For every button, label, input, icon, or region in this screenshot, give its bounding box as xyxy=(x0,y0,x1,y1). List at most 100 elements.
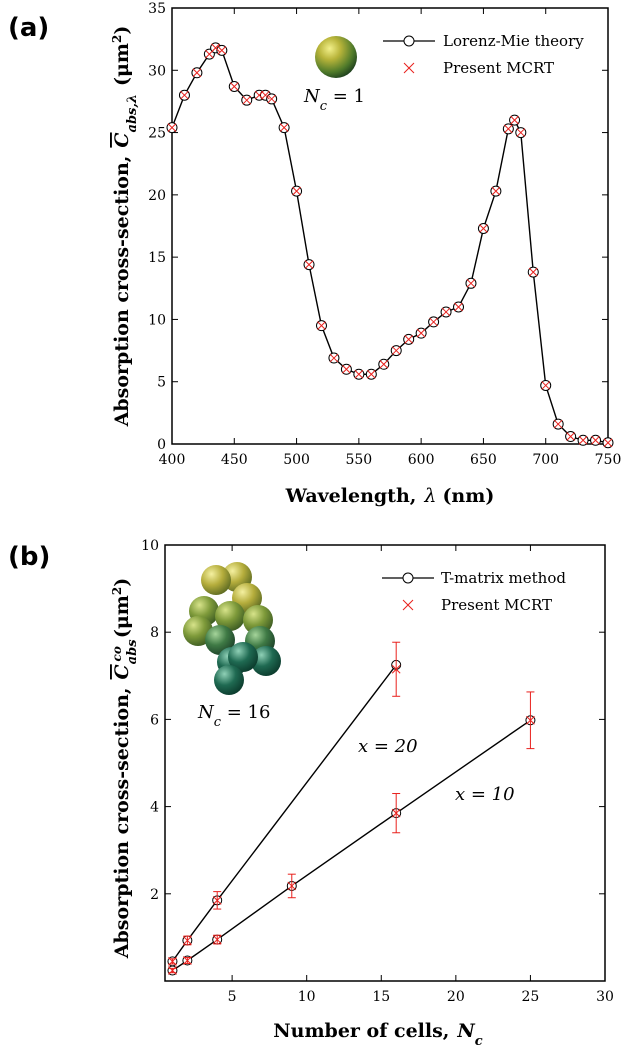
data-point-cross xyxy=(183,936,192,945)
data-point-cross xyxy=(167,123,177,132)
panel-b-x-axis-title: Number of cells, Nc xyxy=(273,1020,483,1049)
data-point-cross xyxy=(261,90,270,100)
data-point-cross xyxy=(212,935,222,944)
data-point-cross xyxy=(192,68,202,78)
y-tick-label: 10 xyxy=(141,538,159,554)
data-point-cross xyxy=(591,435,600,445)
series-line xyxy=(172,719,531,972)
y-tick-label: 10 xyxy=(148,312,166,328)
y-tick-label: 0 xyxy=(157,437,166,453)
data-point-cross xyxy=(168,966,177,975)
panel-b: (b) 5 10 15 20 25 30 2 4 6 8 10 Number of cells, N… xyxy=(8,538,614,1049)
annotation-x-10: x = 10 xyxy=(455,784,515,805)
panel-a-plot-frame xyxy=(171,7,609,445)
y-tick-label: 25 xyxy=(148,126,166,142)
panel-a: (a) 400 450 500 550 600 650 700 750 0 5 10 15 20 25 3… xyxy=(8,1,621,507)
panel-b-legend: T-matrix method Present MCRT xyxy=(382,569,566,614)
y-tick-label: 20 xyxy=(148,188,166,204)
panel-a-nc-annotation: Nc = 1 xyxy=(303,86,365,114)
panel-a-data xyxy=(166,42,614,449)
data-point-cross xyxy=(528,267,538,277)
legend-circle-marker xyxy=(402,572,414,584)
data-point-cross xyxy=(183,956,192,965)
data-point-cross xyxy=(267,94,277,104)
x-tick-label: 700 xyxy=(532,452,559,468)
legend-label-lorenz-mie: Lorenz-Mie theory xyxy=(443,32,584,50)
x-tick-label: 10 xyxy=(298,989,316,1005)
x-tick-label: 750 xyxy=(595,452,622,468)
data-point-cross xyxy=(391,664,401,674)
x-tick-label: 550 xyxy=(345,452,372,468)
x-tick-label: 15 xyxy=(372,989,390,1005)
data-point-cross xyxy=(366,369,376,379)
data-point-cross xyxy=(566,432,575,441)
x-tick-label: 25 xyxy=(522,989,540,1005)
panel-b-data xyxy=(167,641,536,976)
green-sphere-icon xyxy=(315,36,357,78)
data-point-cross xyxy=(168,957,177,966)
x-tick-label: 450 xyxy=(221,452,248,468)
data-point-cross xyxy=(466,278,476,288)
data-point-cross xyxy=(180,90,189,100)
panel-b-plot-frame xyxy=(164,544,606,982)
panel-b-nc-annotation: Nc = 16 xyxy=(197,702,270,730)
data-point-cross xyxy=(242,95,252,105)
data-point-cross xyxy=(510,115,519,125)
data-point-cross xyxy=(287,881,297,891)
data-point-cross xyxy=(441,307,451,317)
x-tick-label: 650 xyxy=(470,452,497,468)
data-point-cross xyxy=(379,359,389,369)
data-point-cross xyxy=(553,419,563,429)
data-point-cross xyxy=(354,369,364,379)
data-point-cross xyxy=(329,353,339,363)
x-tick-label: 20 xyxy=(447,989,465,1005)
panel-a-label: (a) xyxy=(8,13,49,43)
x-tick-label: 600 xyxy=(408,452,435,468)
panel-a-y-ticks: 0 5 10 15 20 25 30 35 xyxy=(148,1,608,453)
data-point-cross xyxy=(212,895,222,905)
x-tick-label: 500 xyxy=(283,452,310,468)
data-point-cross xyxy=(342,364,351,374)
panel-b-y-ticks: 2 4 6 8 10 xyxy=(141,538,605,903)
cell-cluster-icon xyxy=(183,562,281,695)
y-tick-label: 35 xyxy=(148,1,166,17)
data-point-cross xyxy=(516,128,526,137)
y-tick-label: 8 xyxy=(150,625,159,641)
data-point-cross xyxy=(491,186,501,196)
data-point-cross xyxy=(391,808,401,818)
legend-circle-marker xyxy=(403,35,415,47)
y-tick-label: 6 xyxy=(150,712,159,728)
x-tick-label: 400 xyxy=(159,452,186,468)
data-point-cross xyxy=(304,260,314,269)
x-tick-label: 5 xyxy=(228,989,237,1005)
series-line xyxy=(171,664,397,962)
y-tick-label: 4 xyxy=(150,800,159,816)
data-point-cross xyxy=(404,335,414,344)
data-point-cross xyxy=(217,46,227,55)
panel-b-label: (b) xyxy=(8,542,50,572)
y-tick-label: 15 xyxy=(148,250,166,266)
data-point-cross xyxy=(526,715,535,725)
legend-cross-marker xyxy=(402,599,414,611)
data-point-cross xyxy=(578,435,588,445)
panel-a-legend: Lorenz-Mie theory Present MCRT xyxy=(383,32,584,77)
data-point-cross xyxy=(211,43,220,53)
panel-b-y-axis-title: Absorption cross-section,Cabsco(μm2) xyxy=(110,578,140,959)
legend-label-mcrt: Present MCRT xyxy=(441,596,552,614)
panel-b-x-ticks: 5 10 15 20 25 30 xyxy=(228,545,614,1005)
data-point-cross xyxy=(391,346,401,355)
x-tick-label: 30 xyxy=(596,989,614,1005)
data-point-cross xyxy=(416,328,426,338)
data-point-cross xyxy=(292,186,301,196)
y-tick-label: 5 xyxy=(157,375,166,391)
annotation-x-20: x = 20 xyxy=(358,736,418,757)
panel-a-x-ticks: 400 450 500 550 600 650 700 750 xyxy=(159,8,622,468)
y-tick-label: 2 xyxy=(150,887,159,903)
panel-a-x-axis-title: Wavelength, λ (nm) xyxy=(285,485,495,507)
data-point-cross xyxy=(454,302,463,312)
data-point-cross xyxy=(254,90,264,100)
y-tick-label: 30 xyxy=(148,63,166,79)
data-point-cross xyxy=(541,381,551,390)
panel-a-y-axis-title: Absorption cross-section,Cabs,λ(μm2) xyxy=(110,26,140,428)
